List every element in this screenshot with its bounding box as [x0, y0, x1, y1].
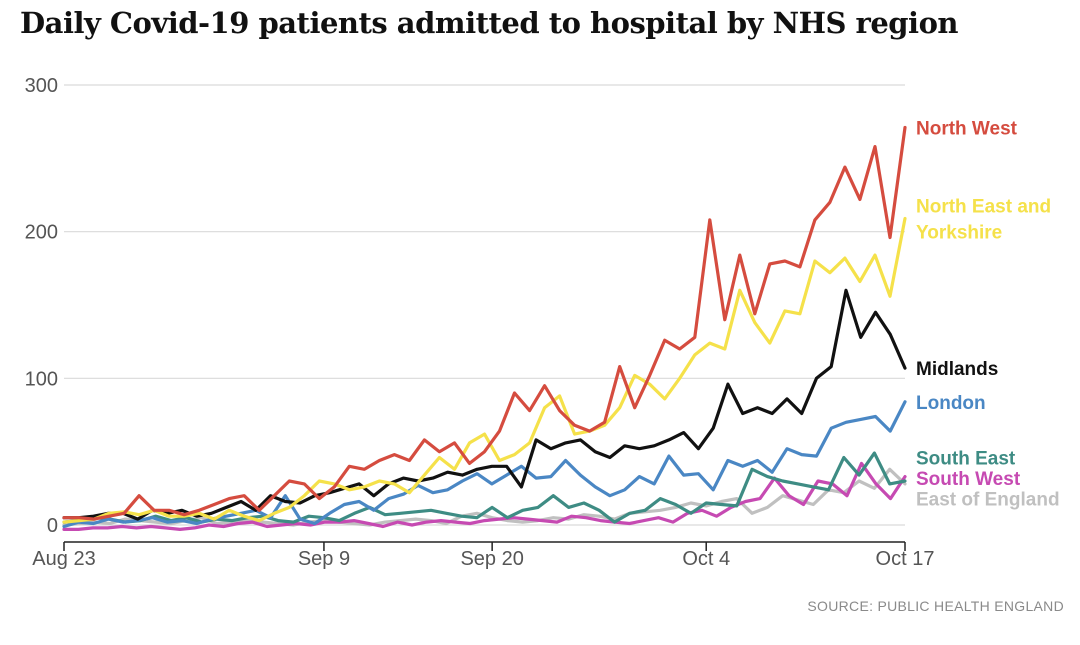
series-line-north-west	[62, 125, 907, 521]
y-axis: 0 100 200 300	[25, 75, 58, 537]
series-label-midlands: Midlands	[916, 359, 998, 380]
y-tick-label: 200	[25, 222, 58, 244]
series-line-south-west	[62, 461, 907, 532]
y-tick-label: 0	[47, 515, 58, 537]
series-label-north-east-and-yorkshire: North East and Yorkshire	[916, 196, 1051, 243]
series-lines	[62, 125, 907, 532]
series-label-north-west: North West	[916, 119, 1018, 140]
chart-title: Daily Covid-19 patients admitted to hosp…	[20, 6, 959, 40]
series-label-london: London	[916, 393, 986, 414]
y-tick-label: 300	[25, 75, 58, 97]
x-axis: Aug 23 Sep 9 Sep 20 Oct 4 Oct 17	[32, 541, 935, 570]
x-tick-label: Sep 9	[298, 548, 350, 570]
series-line-north-east-and-yorkshire	[62, 216, 907, 524]
series-line-east-of-england	[62, 467, 907, 527]
series-label-east-of-england: East of England	[916, 490, 1060, 511]
x-tick-label: Oct 4	[682, 548, 730, 570]
series-label-south-east: South East	[916, 449, 1016, 470]
y-tick-label: 100	[25, 368, 58, 390]
x-tick-label: Aug 23	[32, 548, 95, 570]
series-label-south-west: South West	[916, 469, 1021, 490]
x-tick-label: Sep 20	[460, 548, 523, 570]
x-tick-label: Oct 17	[876, 548, 935, 570]
source-note: SOURCE: PUBLIC HEALTH ENGLAND	[807, 598, 1064, 614]
series-line-london	[62, 400, 907, 529]
